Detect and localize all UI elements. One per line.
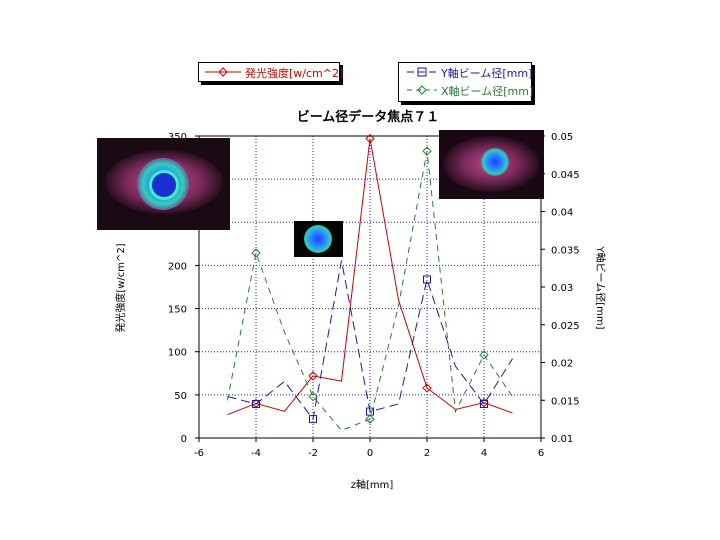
chart-title: ビーム径データ焦点７１ (297, 109, 440, 125)
beam-image-right (439, 130, 544, 199)
x-tick-label: -6 (194, 448, 204, 459)
x-tick-label: 4 (481, 448, 487, 459)
y-axis-right-label: Y軸ビーム径[mm] (594, 245, 607, 329)
y-left-tick-label: 150 (168, 305, 187, 316)
x-tick-label: -2 (308, 448, 318, 459)
x-tick-label: 2 (424, 448, 430, 459)
series-line-1 (227, 260, 513, 421)
data-point-2 (422, 146, 432, 156)
y-right-tick-label: 0.02 (551, 359, 573, 370)
series-line-0 (227, 138, 513, 416)
y-right-tick-label: 0.01 (551, 434, 573, 445)
y-right-tick-label: 0.04 (551, 208, 573, 219)
y-right-tick-label: 0.015 (551, 396, 580, 407)
beam-image-center (294, 221, 343, 257)
y-left-tick-label: 100 (168, 348, 187, 359)
y-right-tick-label: 0.05 (551, 132, 573, 143)
data-point-1 (480, 400, 488, 409)
data-point-0 (308, 371, 318, 381)
legend-label-intensity: 発光強度[w/cm^2] (245, 67, 344, 80)
legend-swatch-y-diameter (407, 67, 437, 77)
y-right-tick-label: 0.03 (551, 283, 573, 294)
data-point-1 (309, 415, 317, 424)
legend-intensity: 発光強度[w/cm^2] (198, 62, 343, 82)
legend-item-intensity: 発光強度[w/cm^2] (199, 63, 343, 81)
y-axis-left-label: 発光強度[w/cm^2] (114, 243, 127, 332)
data-point-2 (365, 414, 375, 424)
data-point-1 (423, 275, 431, 284)
data-point-0 (365, 133, 375, 144)
legend-beam-diameter: Y軸ビーム径[mm] X軸ビーム径[mm] (398, 62, 534, 102)
legend-item-y-diameter: Y軸ビーム径[mm] (399, 63, 533, 81)
data-point-2 (479, 350, 489, 360)
x-tick-label: 0 (367, 448, 373, 459)
y-left-tick-label: 350 (168, 132, 187, 143)
x-axis-label: z軸[mm] (351, 478, 394, 491)
data-point-2 (308, 391, 318, 402)
series (227, 133, 513, 431)
legend-label-x-diameter: X軸ビーム径[mm] (441, 85, 534, 98)
data-point-1 (252, 400, 260, 409)
x-tick-label: -4 (251, 448, 261, 459)
y-left-tick-label: 50 (174, 391, 187, 402)
legend-swatch-x-diameter (407, 85, 437, 95)
plot-frame (198, 135, 542, 439)
beam-image-left (97, 138, 230, 230)
x-tick-label: 6 (538, 448, 544, 459)
y-right-tick-label: 0.025 (551, 321, 580, 332)
series-line-2 (227, 151, 513, 431)
data-point-0 (422, 383, 432, 393)
legend-label-y-diameter: Y軸ビーム径[mm] (441, 67, 533, 80)
legend-item-x-diameter: X軸ビーム径[mm] (399, 81, 534, 99)
y-right-tick-label: 0.035 (551, 245, 580, 256)
legend-swatch-intensity (205, 67, 241, 77)
grid (199, 136, 541, 438)
y-left-tick-label: 0 (181, 434, 187, 445)
y-left-tick-label: 200 (168, 261, 187, 272)
data-point-2 (251, 248, 261, 258)
y-right-tick-label: 0.045 (551, 170, 580, 181)
